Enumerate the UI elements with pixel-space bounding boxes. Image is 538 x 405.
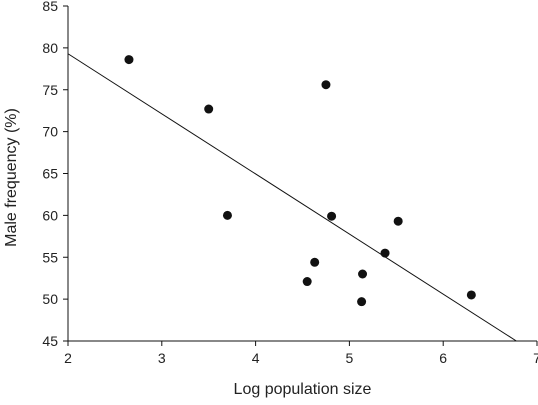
y-tick-label: 45 bbox=[42, 333, 58, 349]
data-point bbox=[321, 80, 331, 90]
data-point bbox=[357, 297, 367, 307]
y-axis-title: Male frequency (%) bbox=[3, 108, 20, 247]
data-point bbox=[327, 211, 337, 221]
data-point bbox=[222, 210, 232, 220]
x-tick-label: 3 bbox=[158, 350, 166, 366]
data-point bbox=[466, 290, 476, 300]
y-tick-label: 75 bbox=[42, 82, 58, 98]
y-tick-label: 65 bbox=[42, 166, 58, 182]
regression-line bbox=[67, 53, 517, 342]
x-tick-label: 4 bbox=[252, 350, 260, 366]
data-point bbox=[358, 269, 368, 279]
data-points bbox=[124, 55, 476, 307]
y-tick-label: 60 bbox=[42, 207, 58, 223]
y-tick-label: 70 bbox=[42, 124, 58, 140]
y-tick-label: 80 bbox=[42, 40, 58, 56]
data-point bbox=[204, 104, 214, 114]
x-tick-label: 5 bbox=[346, 350, 354, 366]
y-ticks: 45 50 55 60 65 70 75 80 85 bbox=[42, 0, 68, 349]
y-tick-label: 50 bbox=[42, 291, 58, 307]
y-tick-label: 85 bbox=[42, 0, 58, 14]
data-point bbox=[124, 55, 134, 65]
y-tick-label: 55 bbox=[42, 249, 58, 265]
x-ticks: 2 3 4 5 6 7 bbox=[64, 341, 538, 366]
x-tick-label: 6 bbox=[439, 350, 447, 366]
data-point bbox=[302, 277, 312, 287]
x-tick-label: 7 bbox=[533, 350, 538, 366]
data-point bbox=[380, 248, 390, 258]
x-tick-label: 2 bbox=[64, 350, 72, 366]
x-axis-title: Log population size bbox=[234, 381, 372, 398]
data-point bbox=[393, 216, 403, 226]
data-point bbox=[310, 257, 320, 267]
